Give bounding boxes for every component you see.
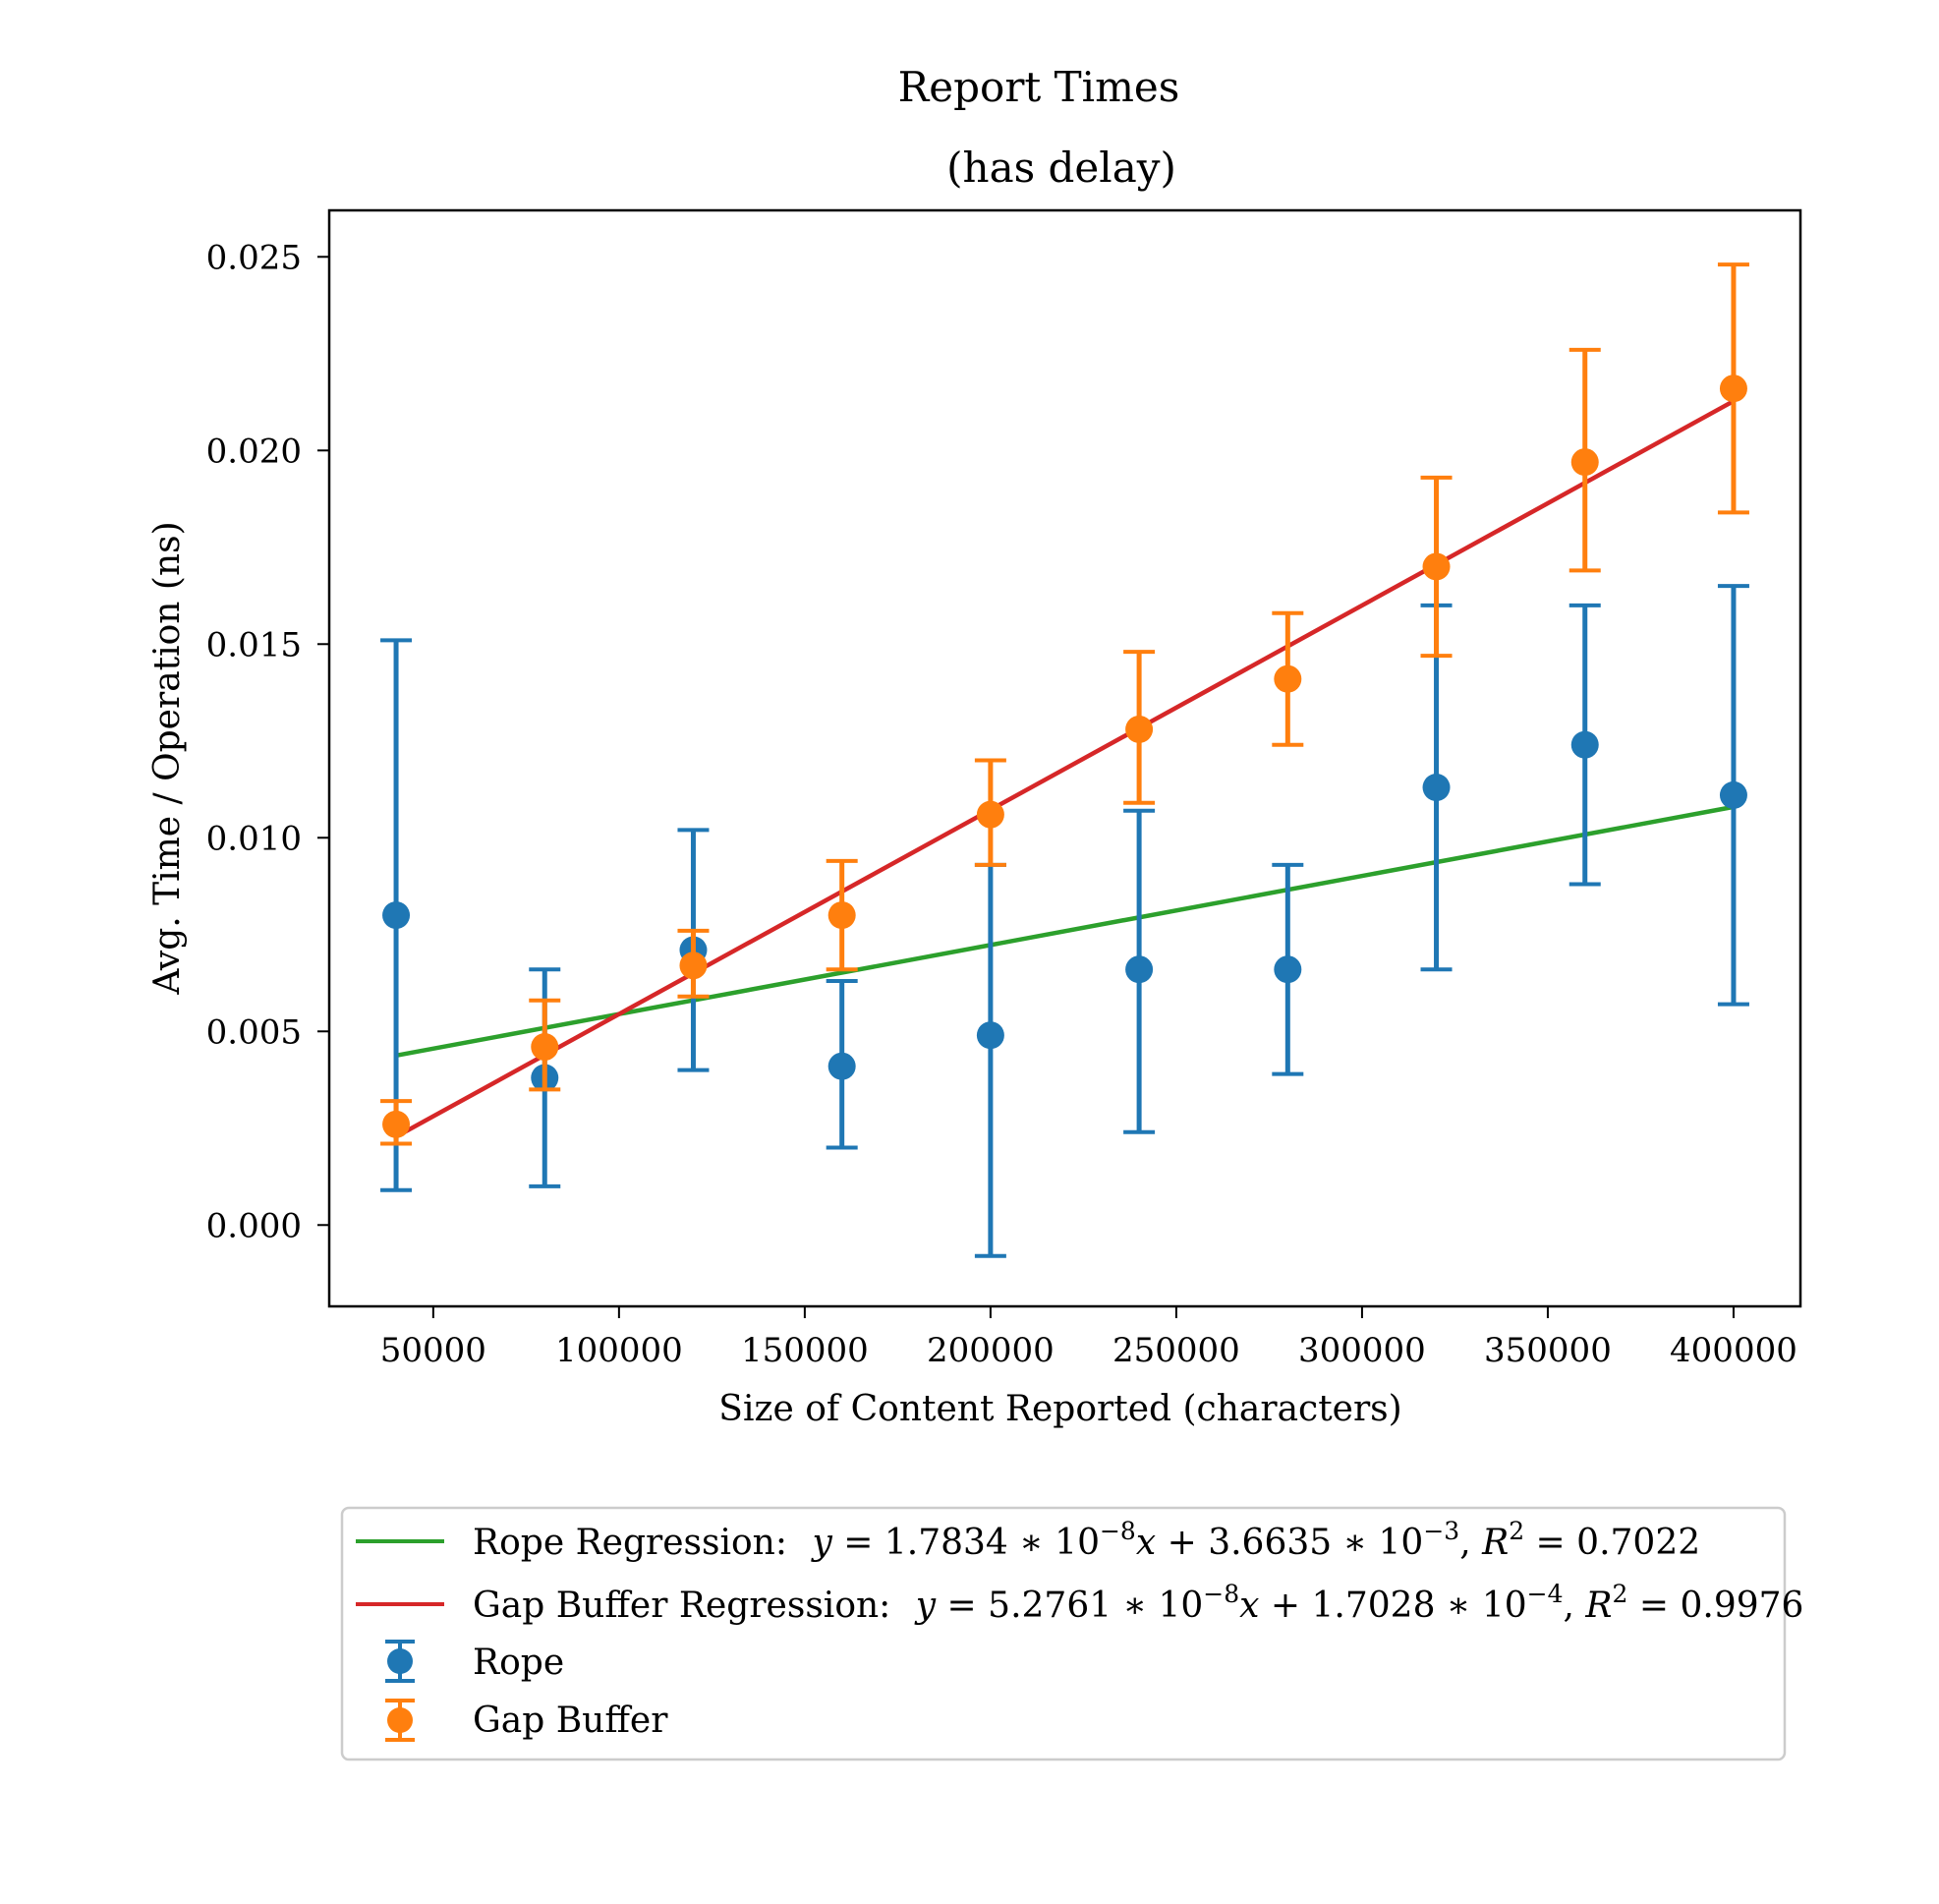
equation-part: x [1239, 1586, 1259, 1626]
equation-part: , [1459, 1523, 1482, 1563]
y-tick-label: 0.015 [206, 625, 302, 664]
y-axis-label: Avg. Time / Operation (ns) [147, 521, 188, 995]
equation-part: = 5.2761 ∗ 10 [936, 1586, 1203, 1626]
rope-point [1570, 730, 1599, 759]
gap-buffer-point [827, 901, 856, 930]
equation-part: x [1136, 1523, 1156, 1563]
gap-buffer-point [382, 1110, 411, 1138]
errorbar-series [380, 262, 1749, 1258]
gap-buffer-regression-line [394, 399, 1736, 1139]
x-axis-ticks: 50000 100000 150000 200000 250000 300000 35000… [380, 1306, 1797, 1370]
x-tick-label: 100000 [555, 1331, 683, 1370]
y-tick-label: 0.000 [206, 1206, 302, 1245]
legend-gap-regression-name: Gap Buffer Regression: [473, 1586, 890, 1626]
equation-part: + 1.7028 ∗ 10 [1259, 1586, 1526, 1626]
equation-part: −3 [1423, 1517, 1459, 1545]
x-tick-label: 300000 [1298, 1331, 1426, 1370]
legend-swatch-rope [385, 1640, 415, 1683]
equation-part: −8 [1203, 1580, 1239, 1608]
gap-buffer-point [1125, 715, 1154, 743]
y-tick-label: 0.025 [206, 238, 302, 277]
rope-point [1125, 955, 1154, 984]
x-tick-label: 200000 [927, 1331, 1055, 1370]
equation-part: 2 [1509, 1517, 1524, 1545]
x-axis-label: Size of Content Reported (characters) [718, 1389, 1401, 1429]
legend-box [340, 1506, 1787, 1761]
chart-subtitle: (has delay) [946, 144, 1176, 192]
rope-point [1422, 774, 1451, 802]
rope-series [380, 584, 1749, 1258]
equation-part: = 0.7022 [1524, 1523, 1700, 1563]
equation-part: 2 [1613, 1580, 1628, 1608]
legend-rope-regression-name: Rope Regression: [473, 1523, 787, 1563]
legend-swatch-gap-buffer [385, 1699, 415, 1742]
equation-part: y [914, 1586, 937, 1626]
x-tick-label: 350000 [1484, 1331, 1612, 1370]
legend: Rope Regression: y = 1.7834 ∗ 10−8x + 3.… [340, 1506, 1803, 1761]
rope-point [1274, 955, 1302, 984]
gap-buffer-point [1570, 448, 1599, 477]
equation-part: , [1564, 1586, 1586, 1626]
legend-label-rope-regression: Rope Regression: y = 1.7834 ∗ 10−8x + 3.… [473, 1517, 1700, 1563]
rope-point [1719, 780, 1747, 809]
x-tick-label: 250000 [1112, 1331, 1240, 1370]
gap-buffer-point [1274, 664, 1302, 693]
y-tick-label: 0.005 [206, 1012, 302, 1052]
legend-label-gap-buffer: Gap Buffer [473, 1701, 668, 1741]
rope-point [976, 1021, 1004, 1050]
regression-lines [394, 399, 1736, 1139]
gap-buffer-point [531, 1033, 559, 1062]
rope-point [382, 901, 411, 930]
legend-label-gap-regression: Gap Buffer Regression: y = 5.2761 ∗ 10−8… [473, 1580, 1803, 1626]
x-tick-label: 400000 [1670, 1331, 1797, 1370]
rope-point [827, 1052, 856, 1080]
y-tick-label: 0.010 [206, 819, 302, 858]
plot-area-frame [327, 208, 1802, 1308]
gap-buffer-series [380, 262, 1749, 1146]
y-axis-ticks: 0.000 0.005 0.010 0.015 0.020 0.025 [206, 238, 329, 1245]
y-tick-label: 0.020 [206, 432, 302, 471]
gap-buffer-point [1719, 375, 1747, 403]
rope-regression-line [395, 804, 1735, 1059]
gap-buffer-point [679, 952, 708, 980]
x-tick-label: 50000 [380, 1331, 486, 1370]
equation-part: −8 [1100, 1517, 1136, 1545]
equation-part: R [1481, 1523, 1509, 1563]
legend-gap-regression-equation: y = 5.2761 ∗ 10−8x + 1.7028 ∗ 10−4, R2 =… [914, 1580, 1804, 1626]
gap-buffer-point [1422, 552, 1451, 581]
chart-title: Report Times [898, 63, 1180, 111]
gap-buffer-point [976, 800, 1004, 829]
legend-label-rope: Rope [473, 1643, 564, 1683]
x-tick-label: 150000 [741, 1331, 869, 1370]
equation-part: R [1584, 1586, 1612, 1626]
equation-part: = 0.9976 [1627, 1586, 1803, 1626]
legend-rope-regression-equation: y = 1.7834 ∗ 10−8x + 3.6635 ∗ 10−3, R2 =… [810, 1517, 1700, 1563]
equation-part: + 3.6635 ∗ 10 [1156, 1523, 1423, 1563]
equation-part: = 1.7834 ∗ 10 [832, 1523, 1100, 1563]
equation-part: −4 [1527, 1580, 1564, 1608]
equation-part: y [810, 1523, 832, 1563]
